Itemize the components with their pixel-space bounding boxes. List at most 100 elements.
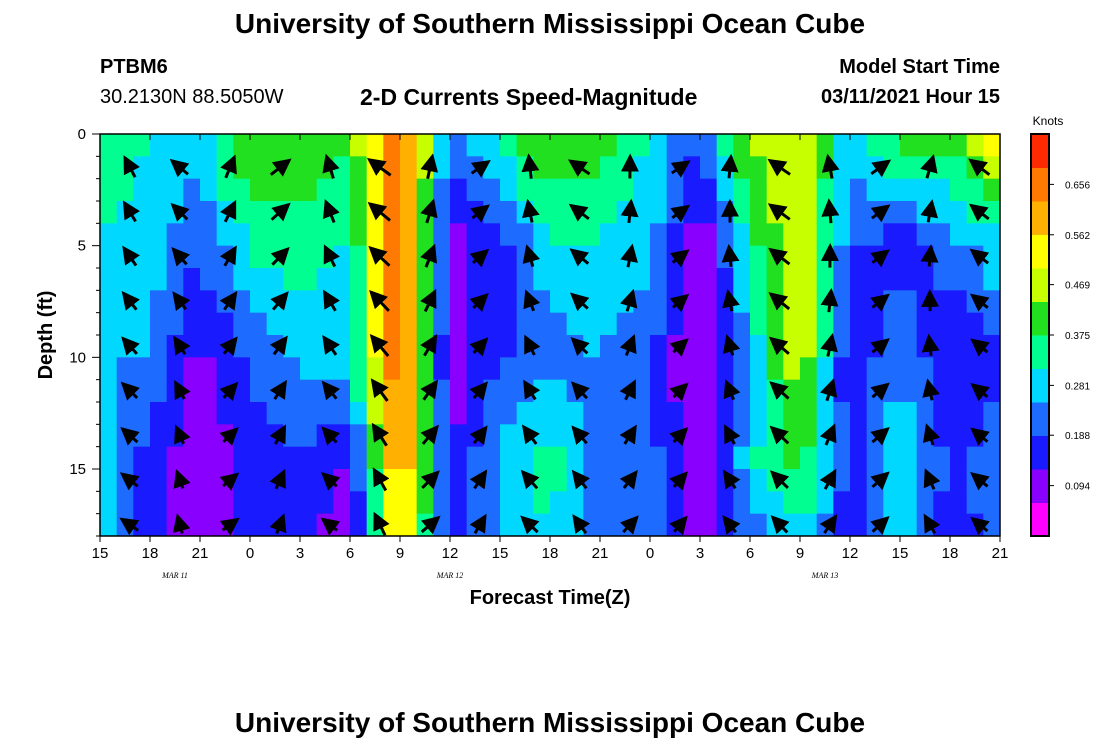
current-arrow <box>323 289 340 312</box>
heatmap-cell <box>200 379 218 403</box>
heatmap-cell <box>350 268 368 291</box>
heatmap-cell <box>900 446 918 470</box>
heatmap-cell <box>533 178 551 202</box>
heatmap-cell <box>716 402 734 425</box>
heatmap-cell <box>666 312 684 336</box>
heatmap-cell <box>150 469 168 492</box>
heatmap-cell <box>733 446 751 470</box>
heatmap-cell <box>433 156 451 180</box>
heatmap-cell <box>616 178 634 202</box>
heatmap-cell <box>683 312 701 336</box>
heatmap-cell <box>666 446 684 470</box>
current-arrow <box>619 334 637 357</box>
current-arrow <box>269 158 292 177</box>
heatmap-cell <box>983 223 1000 247</box>
heatmap-cell <box>350 290 368 314</box>
x-tick-label: 15 <box>892 545 909 562</box>
heatmap-cell <box>383 513 401 536</box>
current-arrow <box>420 470 440 490</box>
heatmap-cell <box>400 469 418 492</box>
heatmap-cell <box>116 134 134 157</box>
heatmap-cell <box>400 156 418 180</box>
heatmap-cell <box>183 268 201 291</box>
heatmap-cell <box>166 134 184 157</box>
heatmap-cell <box>850 223 868 247</box>
heatmap-cell <box>133 491 151 515</box>
heatmap-cell <box>583 513 601 536</box>
current-arrow <box>219 336 238 357</box>
x-tick-label: 18 <box>142 545 159 562</box>
heatmap-cell <box>533 357 551 381</box>
heatmap-cell <box>100 201 118 224</box>
heatmap-cell <box>750 290 768 314</box>
heatmap-cell <box>733 335 751 358</box>
heatmap-cell <box>116 357 134 381</box>
heatmap-cell <box>583 290 601 314</box>
heatmap-cell <box>150 312 168 336</box>
heatmap-cell <box>216 312 234 336</box>
heatmap-cell <box>183 335 201 358</box>
heatmap-cell <box>783 424 801 448</box>
heatmap-cell <box>416 223 434 247</box>
heatmap-cell <box>200 491 218 515</box>
heatmap-cell <box>650 357 668 381</box>
heatmap-cell <box>400 446 418 470</box>
heatmap-cell <box>733 134 751 157</box>
heatmap-cell <box>366 357 384 381</box>
heatmap-cell <box>316 178 334 202</box>
heatmap-cell <box>800 156 818 180</box>
heatmap-cell <box>450 268 468 291</box>
heatmap-cell <box>450 469 468 492</box>
heatmap-cell <box>300 245 318 269</box>
heatmap-cell <box>383 357 401 381</box>
heatmap-cell <box>866 402 884 425</box>
heatmap-cell <box>633 268 651 291</box>
heatmap-cell <box>200 245 218 269</box>
heatmap-cell <box>933 379 951 403</box>
heatmap-cell <box>366 402 384 425</box>
heatmap-cell <box>350 223 368 247</box>
heatmap-cell <box>750 201 768 224</box>
heatmap-cell <box>650 268 668 291</box>
heatmap-cell <box>200 469 218 492</box>
current-arrow <box>220 154 237 179</box>
heatmap-cell <box>466 402 484 425</box>
current-arrow <box>920 244 939 267</box>
heatmap-cell <box>850 245 868 269</box>
heatmap-cell <box>700 357 718 381</box>
heatmap-cell <box>750 446 768 470</box>
current-arrow <box>174 424 191 445</box>
heatmap-cell <box>383 201 401 224</box>
heatmap-cell <box>400 357 418 381</box>
heatmap-cell <box>766 268 784 291</box>
heatmap-cell <box>500 491 518 515</box>
heatmap-cell <box>750 513 768 536</box>
heatmap-cell <box>333 223 351 247</box>
current-arrow <box>469 337 489 357</box>
heatmap-cell <box>150 245 168 269</box>
current-arrow <box>469 293 489 312</box>
heatmap-cell <box>816 312 834 336</box>
current-arrow <box>372 467 390 492</box>
current-arrow <box>768 292 791 311</box>
heatmap-cell <box>766 446 784 470</box>
colorbar-tick-label: 0.562 <box>1065 231 1090 242</box>
heatmap-cell <box>966 134 984 157</box>
heatmap-cell <box>466 446 484 470</box>
heatmap-cell <box>100 491 118 515</box>
heatmap-cell <box>400 268 418 291</box>
heatmap-cell <box>833 379 851 403</box>
heatmap-cell <box>150 201 168 224</box>
heatmap-cell <box>650 379 668 403</box>
heatmap-cell <box>650 223 668 247</box>
heatmap-cell <box>316 223 334 247</box>
heatmap-cell <box>533 513 551 536</box>
heatmap-cell <box>683 491 701 515</box>
page-title: University of Southern Mississippi Ocean… <box>234 8 866 39</box>
heatmap-cell <box>833 245 851 269</box>
colorbar-segment <box>1031 167 1049 202</box>
heatmap-cell <box>400 335 418 358</box>
heatmap-cell <box>883 446 901 470</box>
current-arrow <box>120 381 140 401</box>
current-arrow <box>420 198 438 224</box>
